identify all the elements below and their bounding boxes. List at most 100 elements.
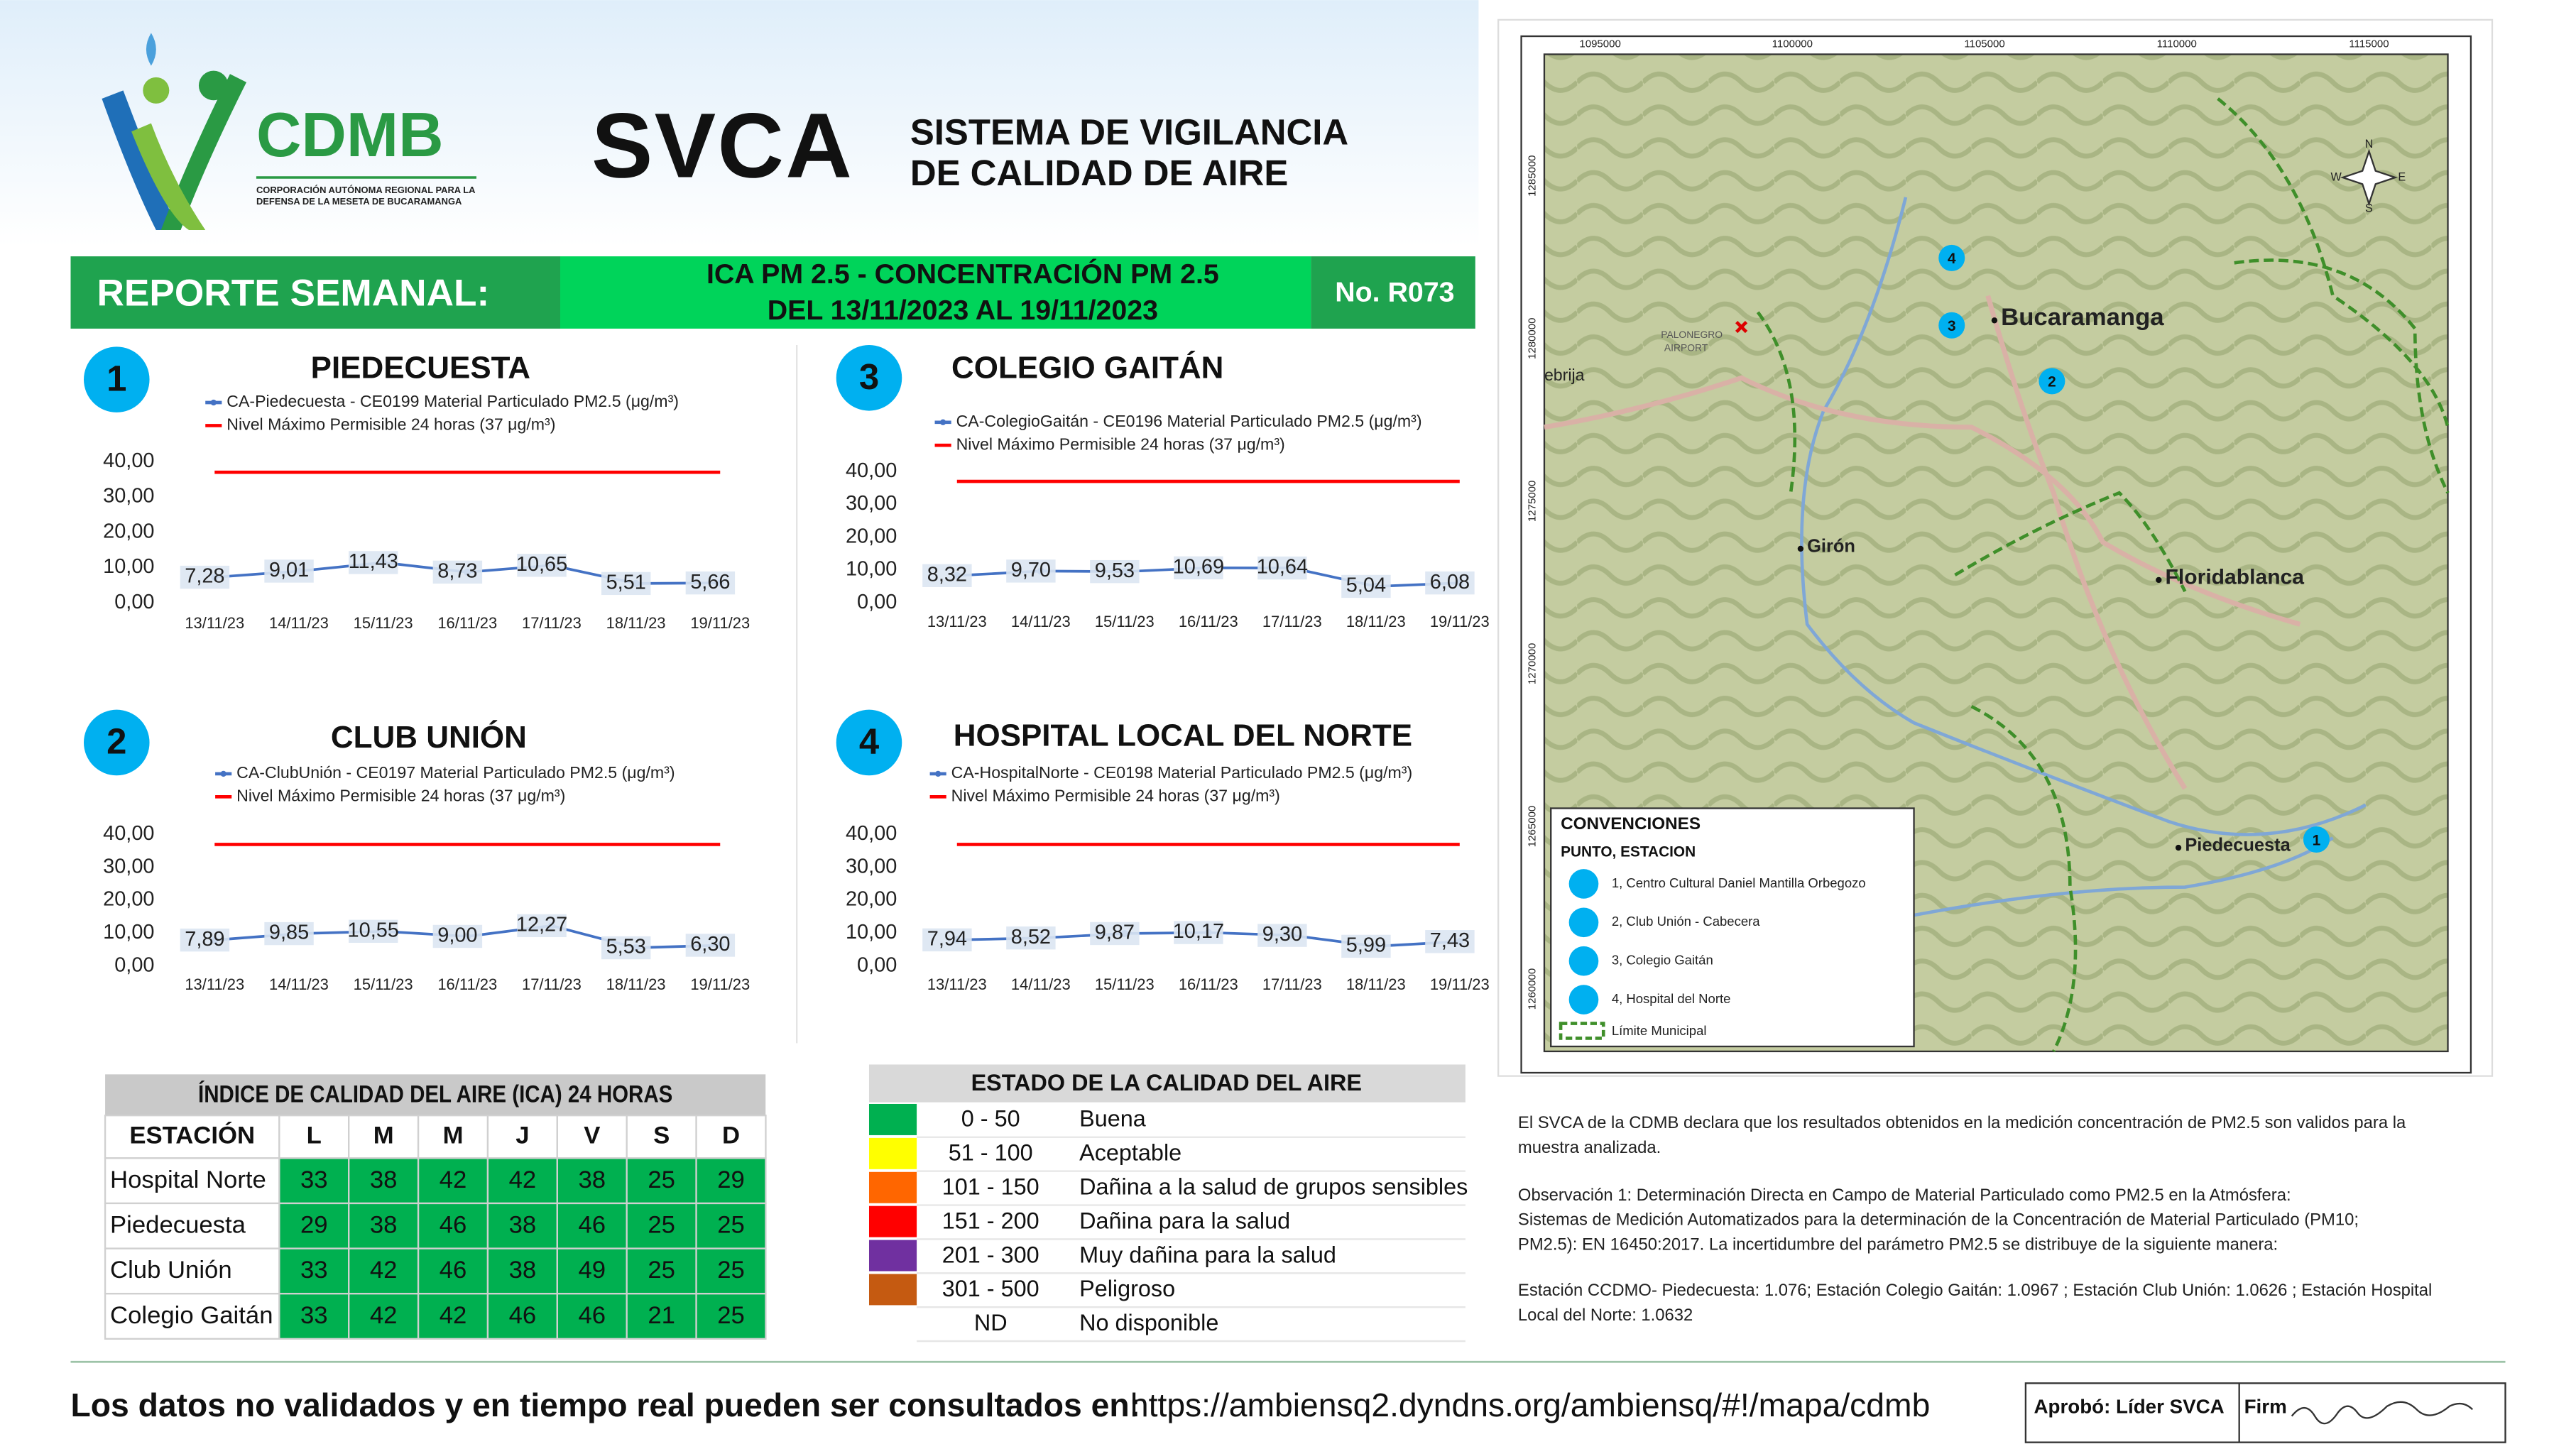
map-features xyxy=(1544,97,2450,1052)
legend-station xyxy=(1568,946,1599,976)
legend-item: Límite Municipal xyxy=(1612,1023,1707,1038)
ica-value: 25 xyxy=(717,1302,745,1329)
logo-text: CDMB xyxy=(256,99,444,170)
ica-cell xyxy=(348,1157,420,1205)
station-marker xyxy=(2303,826,2330,853)
value-label-bg xyxy=(685,571,736,595)
logo: CDMB CORPORACIÓN AUTÓNOMA REGIONAL PARA … xyxy=(102,33,476,231)
signature xyxy=(2291,1401,2474,1425)
estado-range: 0 - 50 xyxy=(961,1106,1020,1132)
report-number: No. R073 xyxy=(1335,277,1454,308)
x-tick-label: 19/11/23 xyxy=(690,614,750,632)
ica-cell xyxy=(486,1247,558,1295)
ica-header: M xyxy=(373,1122,394,1149)
value-label: 11,43 xyxy=(349,550,398,573)
y-tick-label: 20,00 xyxy=(846,525,897,547)
legend-item: 2, Club Unión - Cabecera xyxy=(1612,914,1760,929)
x-tick-label: 15/11/23 xyxy=(1095,613,1155,630)
ica-value: 21 xyxy=(648,1302,675,1329)
compass xyxy=(2340,148,2398,207)
note-line: Local del Norte: 1.0632 xyxy=(1518,1306,1693,1325)
station-number: 2 xyxy=(2048,374,2056,390)
map-place: Girón xyxy=(1807,536,1855,556)
x-tick-label: 18/11/23 xyxy=(606,975,666,993)
x-tick-label: 16/11/23 xyxy=(437,614,497,632)
ica-value: 42 xyxy=(370,1257,398,1284)
ica-value: 46 xyxy=(440,1257,467,1284)
map-y-label: 1280000 xyxy=(1527,318,1539,359)
map-y-label: 1270000 xyxy=(1527,643,1539,684)
x-tick-label: 16/11/23 xyxy=(1179,975,1238,993)
estado-swatch xyxy=(868,1205,917,1237)
ica-value: 25 xyxy=(717,1212,745,1239)
ica-value: 49 xyxy=(578,1257,606,1284)
value-label: 7,89 xyxy=(185,928,224,951)
ica-cell xyxy=(626,1247,697,1295)
note-line: Estación CCDMO- Piedecuesta: 1.076; Esta… xyxy=(1518,1281,2432,1300)
legend-station xyxy=(1568,985,1599,1015)
value-label-bg xyxy=(1006,926,1056,950)
report-title-box xyxy=(560,256,1311,329)
chart-number: 1 xyxy=(107,358,126,398)
x-tick-label: 18/11/23 xyxy=(1346,613,1406,630)
ica-cell xyxy=(348,1202,420,1250)
ica-value: 38 xyxy=(370,1212,398,1239)
ica-cell xyxy=(626,1293,697,1340)
station-number: 3 xyxy=(1948,318,1956,334)
map-y-label: 1260000 xyxy=(1527,968,1539,1010)
station-marker xyxy=(2039,368,2065,395)
legend-marker xyxy=(939,419,946,425)
svca-subtitle: SISTEMA DE VIGILANCIA xyxy=(910,111,1348,152)
value-label-bg xyxy=(264,922,314,946)
value-label-bg xyxy=(601,572,651,596)
legend-item: 4, Hospital del Norte xyxy=(1612,991,1731,1006)
x-tick-label: 19/11/23 xyxy=(690,975,750,993)
y-tick-label: 30,00 xyxy=(103,485,154,508)
value-label-bg xyxy=(1257,556,1307,580)
value-label: 10,69 xyxy=(1173,555,1224,578)
chart-title: CLUB UNIÓN xyxy=(331,719,527,755)
y-tick-label: 0,00 xyxy=(857,953,897,976)
value-label-bg xyxy=(1006,559,1056,583)
value-label: 9,30 xyxy=(1262,923,1302,946)
value-label-bg xyxy=(1257,924,1307,947)
ica-value: 42 xyxy=(440,1302,467,1329)
value-label-bg xyxy=(601,936,651,960)
y-tick-label: 20,00 xyxy=(103,888,154,911)
chart-badge xyxy=(84,709,150,776)
value-label: 8,73 xyxy=(437,559,477,582)
x-tick-label: 13/11/23 xyxy=(185,614,244,632)
y-tick-label: 10,00 xyxy=(846,921,897,944)
x-tick-label: 14/11/23 xyxy=(269,975,329,993)
legend-label: Nivel Máximo Permisible 24 horas (37 μg/… xyxy=(951,786,1280,804)
report-number-box xyxy=(1311,256,1475,329)
x-tick-label: 17/11/23 xyxy=(522,614,582,632)
ica-header-cell xyxy=(556,1115,628,1159)
svca-title: SVCA xyxy=(591,95,853,197)
footer-url: https://ambiensq2.dyndns.org/ambiensq/#!… xyxy=(1130,1387,1930,1423)
y-tick-label: 0,00 xyxy=(114,591,154,613)
x-tick-label: 16/11/23 xyxy=(1179,613,1238,630)
legend-item: 1, Centro Cultural Daniel Mantilla Orbeg… xyxy=(1612,875,1866,890)
map-place: AIRPORT xyxy=(1664,341,1708,353)
x-tick-label: 14/11/23 xyxy=(1011,613,1071,630)
ica-cell xyxy=(278,1293,350,1340)
ica-header: ESTACIÓN xyxy=(129,1120,255,1149)
value-label-bg xyxy=(1090,922,1140,946)
y-tick-label: 40,00 xyxy=(103,822,154,845)
ica-header-cell xyxy=(104,1115,280,1159)
estado-title: ESTADO DE LA CALIDAD DEL AIRE xyxy=(971,1070,1362,1095)
value-label-bg xyxy=(922,928,972,952)
estado-title-bg xyxy=(868,1064,1466,1103)
estado-label: No disponible xyxy=(1079,1310,1218,1335)
value-label: 9,01 xyxy=(269,559,309,581)
svca-subtitle: DE CALIDAD DE AIRE xyxy=(910,153,1288,193)
report-label: REPORTE SEMANAL: xyxy=(97,273,490,315)
legend-title: CONVENCIONES xyxy=(1561,814,1701,833)
ica-value: 25 xyxy=(648,1257,675,1284)
y-tick-label: 30,00 xyxy=(103,855,154,877)
y-tick-label: 40,00 xyxy=(846,822,897,845)
x-tick-label: 17/11/23 xyxy=(1262,613,1322,630)
ica-station: Hospital Norte xyxy=(110,1166,266,1193)
